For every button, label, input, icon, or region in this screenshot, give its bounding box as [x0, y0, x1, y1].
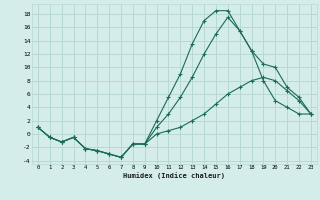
X-axis label: Humidex (Indice chaleur): Humidex (Indice chaleur) — [124, 172, 225, 179]
